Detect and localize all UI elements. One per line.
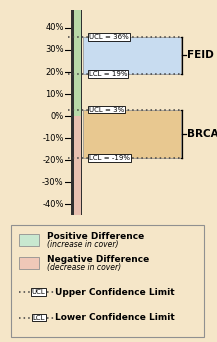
Text: 40%: 40%	[45, 23, 64, 32]
Text: Positive Difference: Positive Difference	[47, 232, 144, 241]
Text: BRCA5: BRCA5	[187, 129, 217, 139]
Bar	[71, 10, 82, 116]
Text: UCL = 3%: UCL = 3%	[89, 107, 124, 113]
Text: 0%: 0%	[50, 112, 64, 121]
Text: -10%: -10%	[42, 134, 64, 143]
Text: -40%: -40%	[42, 200, 64, 209]
Text: FEID: FEID	[187, 51, 214, 61]
Text: Negative Difference: Negative Difference	[47, 255, 149, 264]
Text: UCL: UCL	[32, 289, 46, 295]
Bar	[83, 37, 181, 74]
Text: UCL = 36%: UCL = 36%	[89, 34, 129, 40]
Text: (decrease in cover): (decrease in cover)	[47, 263, 121, 272]
Text: LCL: LCL	[32, 315, 45, 321]
Bar	[19, 257, 39, 269]
Bar	[81, 10, 82, 215]
Text: -30%: -30%	[42, 178, 64, 187]
Bar	[71, 116, 82, 215]
Bar	[71, 10, 72, 215]
Text: (increase in cover): (increase in cover)	[47, 240, 118, 249]
Text: LCL = 19%: LCL = 19%	[89, 71, 128, 77]
Text: 30%: 30%	[45, 45, 64, 54]
Text: Lower Confidence Limit: Lower Confidence Limit	[55, 313, 174, 322]
Bar	[83, 109, 181, 158]
Bar	[71, 17, 82, 116]
Text: 10%: 10%	[45, 90, 64, 98]
Text: 20%: 20%	[45, 67, 64, 77]
Text: LCL = -19%: LCL = -19%	[89, 155, 130, 161]
Text: -20%: -20%	[42, 156, 64, 165]
Bar	[19, 234, 39, 246]
Text: Upper Confidence Limit: Upper Confidence Limit	[55, 288, 174, 297]
Bar	[72, 10, 74, 215]
